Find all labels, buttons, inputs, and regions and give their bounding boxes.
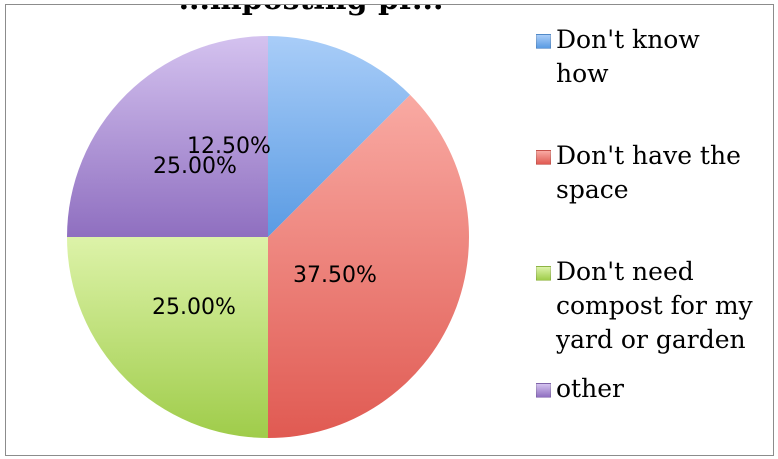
slice-value-label: 12.50%: [187, 134, 271, 159]
legend-label: Don't have the space: [556, 141, 741, 204]
legend-item-dont-have-space: Don't have the space: [536, 139, 756, 207]
pie-chart: 12.50% 37.50% 25.00% 25.00%: [67, 36, 469, 439]
legend-label: Don't need compost for my yard or garden: [556, 257, 753, 354]
legend-swatch: [536, 34, 551, 49]
pie-slice: [268, 94, 469, 439]
pie-slice: [67, 36, 268, 237]
pie-slice: [67, 237, 268, 438]
legend-swatch: [536, 266, 551, 281]
chart-title: ...mposting pr...: [6, 5, 616, 17]
slice-value-label: 25.00%: [153, 154, 237, 179]
legend-item-dont-need-compost: Don't need compost for my yard or garden: [536, 255, 756, 357]
slice-value-label: 25.00%: [152, 295, 236, 320]
legend-swatch: [536, 150, 551, 165]
slice-value-label: 37.50%: [293, 263, 377, 288]
legend-label: Don't know how: [556, 25, 700, 88]
legend-item-dont-know-how: Don't know how: [536, 23, 756, 91]
legend-swatch: [536, 383, 551, 398]
legend-item-other: other: [536, 372, 756, 406]
pie-slice: [268, 36, 411, 237]
legend-label: other: [556, 374, 624, 403]
chart-frame: ...mposting pr... 12.50% 37.50% 25.00% 25.0…: [5, 4, 774, 456]
